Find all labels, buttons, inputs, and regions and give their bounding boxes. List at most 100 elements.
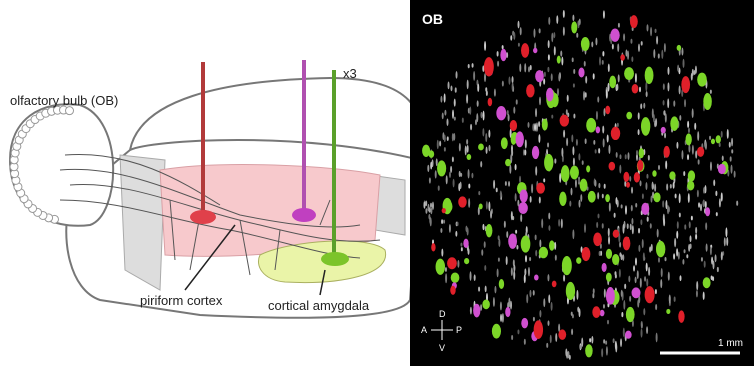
green-cell: [686, 133, 692, 145]
red-cell: [697, 147, 704, 157]
gray-region: [120, 155, 165, 290]
green-cell: [505, 159, 511, 166]
background-cell: [454, 117, 456, 121]
background-cell: [551, 73, 553, 81]
background-cell: [598, 148, 600, 153]
background-cell: [502, 81, 504, 87]
background-cell: [592, 293, 594, 298]
background-cell: [539, 239, 541, 247]
background-cell: [518, 21, 520, 29]
background-cell: [665, 257, 667, 261]
magenta-cell: [625, 331, 632, 339]
background-cell: [589, 338, 591, 342]
magenta-cell: [606, 287, 615, 305]
background-cell: [490, 210, 492, 219]
background-cell: [691, 216, 693, 221]
background-cell: [515, 164, 517, 170]
background-cell: [674, 297, 676, 302]
background-cell: [585, 139, 587, 144]
background-cell: [602, 126, 604, 134]
green-cell: [437, 160, 446, 176]
background-cell: [569, 355, 571, 360]
background-cell: [649, 246, 651, 252]
background-cell: [629, 176, 631, 182]
background-cell: [494, 89, 496, 97]
background-cell: [631, 218, 633, 225]
background-cell: [543, 178, 545, 182]
background-cell: [500, 302, 502, 311]
green-cell: [571, 21, 577, 33]
background-cell: [512, 82, 514, 91]
background-cell: [719, 143, 721, 147]
background-cell: [698, 202, 700, 208]
background-cell: [591, 41, 593, 47]
background-cell: [508, 77, 510, 85]
background-cell: [599, 57, 601, 66]
background-cell: [593, 140, 595, 145]
page: {"left_panel": {"labels": {"olfactory_bu…: [0, 0, 754, 366]
background-cell: [518, 43, 520, 47]
green-cell: [606, 273, 612, 282]
background-cell: [696, 290, 698, 297]
background-cell: [719, 198, 721, 207]
background-cell: [437, 140, 439, 149]
background-cell: [460, 243, 462, 247]
green-cell: [677, 45, 682, 51]
background-cell: [447, 136, 449, 141]
background-cell: [525, 139, 527, 148]
background-cell: [627, 152, 629, 160]
background-cell: [650, 223, 652, 229]
background-cell: [641, 328, 643, 337]
background-cell: [721, 252, 723, 261]
green-cell: [479, 203, 483, 209]
background-cell: [441, 219, 443, 224]
background-cell: [468, 198, 470, 208]
background-cell: [533, 290, 535, 296]
background-cell: [555, 255, 557, 261]
background-cell: [612, 44, 614, 50]
background-cell: [729, 142, 731, 148]
background-cell: [538, 121, 540, 127]
background-cell: [734, 171, 736, 178]
background-cell: [606, 346, 608, 356]
background-cell: [663, 218, 665, 226]
background-cell: [716, 212, 718, 216]
green-cell: [703, 93, 712, 110]
background-cell: [662, 200, 664, 207]
background-cell: [576, 33, 578, 38]
background-cell: [539, 97, 541, 106]
compass-d: D: [439, 309, 446, 319]
magenta-cell: [641, 203, 649, 215]
background-cell: [547, 320, 549, 325]
red-cell: [592, 306, 600, 318]
background-cell: [731, 138, 733, 147]
background-cell: [730, 156, 732, 161]
background-cell: [444, 110, 446, 116]
background-cell: [465, 226, 467, 232]
background-cell: [654, 184, 656, 192]
background-cell: [648, 155, 650, 160]
background-cell: [628, 276, 630, 283]
green-cell: [711, 139, 715, 145]
background-cell: [483, 111, 485, 121]
background-cell: [624, 284, 626, 289]
red-cell: [678, 310, 684, 322]
background-cell: [617, 200, 619, 208]
background-cell: [692, 108, 694, 118]
background-cell: [688, 193, 690, 203]
background-cell: [468, 169, 470, 179]
background-cell: [484, 241, 486, 248]
red-cell: [552, 281, 557, 288]
background-cell: [601, 348, 603, 357]
background-cell: [675, 194, 677, 199]
background-cell: [670, 184, 672, 189]
magenta-cell: [508, 233, 517, 248]
red-cell: [637, 160, 643, 171]
background-cell: [646, 263, 648, 272]
background-cell: [657, 229, 659, 238]
background-cell: [696, 281, 698, 290]
background-cell: [438, 185, 440, 190]
background-cell: [647, 217, 649, 222]
magenta-cell: [500, 49, 506, 61]
background-cell: [444, 93, 446, 102]
